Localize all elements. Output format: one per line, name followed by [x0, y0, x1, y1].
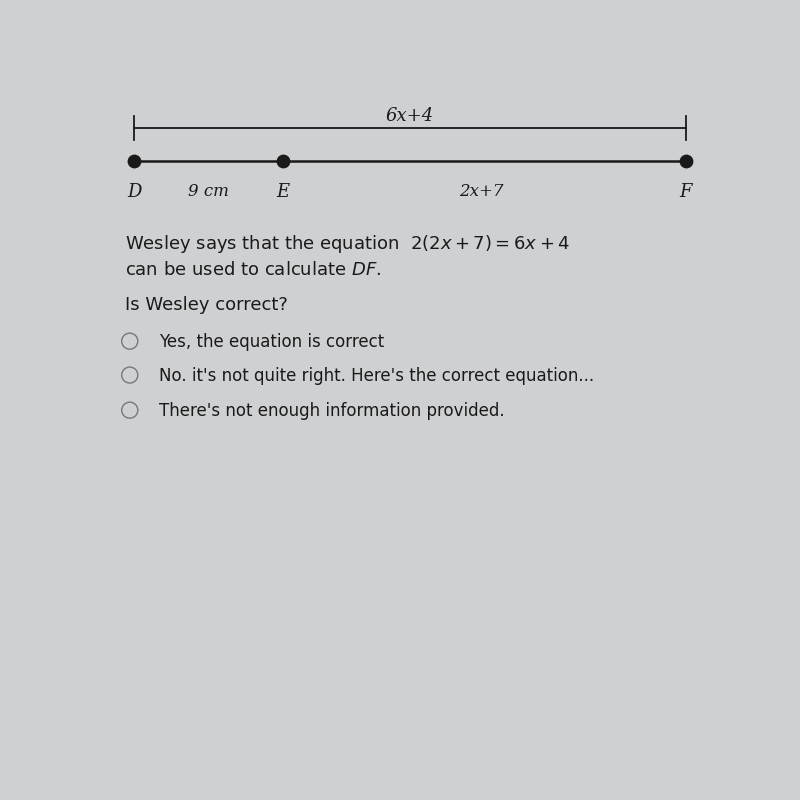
Text: Is Wesley correct?: Is Wesley correct? [125, 297, 288, 314]
Point [128, 154, 141, 167]
Text: 6x+4: 6x+4 [386, 106, 434, 125]
Text: D: D [127, 183, 142, 202]
Text: F: F [680, 183, 692, 202]
Text: No. it's not quite right. Here's the correct equation...: No. it's not quite right. Here's the cor… [159, 367, 594, 386]
Text: There's not enough information provided.: There's not enough information provided. [159, 402, 505, 420]
Text: 2x+7: 2x+7 [459, 183, 503, 201]
Point [679, 154, 692, 167]
Text: Yes, the equation is correct: Yes, the equation is correct [159, 334, 384, 351]
Text: E: E [276, 183, 290, 202]
Text: Wesley says that the equation  $2(2x + 7) = 6x + 4$: Wesley says that the equation $2(2x + 7)… [125, 233, 570, 255]
Text: can be used to calculate $\mathit{DF}$.: can be used to calculate $\mathit{DF}$. [125, 261, 381, 278]
Text: 9 cm: 9 cm [188, 183, 229, 201]
Point [277, 154, 290, 167]
